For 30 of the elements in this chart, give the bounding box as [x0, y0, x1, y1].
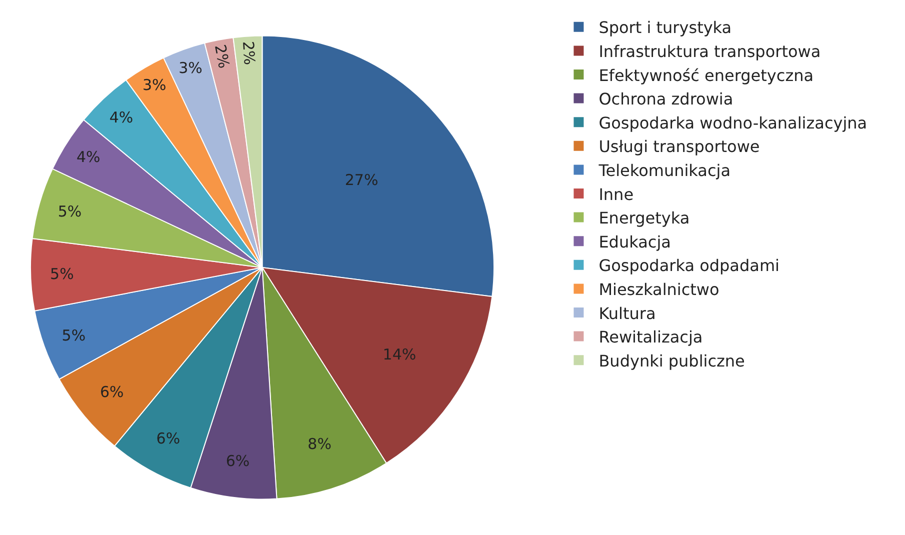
legend-label: Energetyka: [598, 208, 690, 228]
data-label: 5%: [62, 326, 86, 344]
legend-label: Gospodarka wodno-kanalizacyjna: [598, 113, 868, 132]
legend-label: Rewitalizacja: [598, 328, 703, 347]
legend-label: Inne: [598, 184, 634, 204]
data-label: 6%: [226, 452, 250, 470]
data-label: 3%: [142, 76, 166, 94]
data-label: 6%: [100, 382, 124, 401]
legend-label: Ochrona zdrowia: [598, 90, 734, 109]
legend-label: Usługi transportowe: [598, 137, 760, 156]
data-label: 5%: [50, 264, 74, 283]
legend-label: Gospodarka odpadami: [598, 256, 780, 276]
legend-label: Sport i turystyka: [598, 18, 732, 38]
legend-label: Kultura: [598, 304, 656, 323]
legend-label: Edukacja: [598, 232, 671, 252]
data-label: 4%: [76, 148, 100, 166]
legend-label: Efektywność energetyczna: [598, 66, 814, 85]
legend-label: Mieszkalnictwo: [598, 280, 720, 299]
data-label: 5%: [58, 202, 82, 221]
data-label: 6%: [156, 430, 180, 448]
data-label: 2%: [239, 40, 258, 66]
data-label: 4%: [109, 108, 134, 126]
legend-label: Infrastruktura transportowa: [598, 42, 821, 61]
data-label: 27%: [344, 170, 378, 189]
data-label: 14%: [382, 346, 416, 364]
data-label: 2%: [210, 43, 234, 70]
legend-label: Budynki publiczne: [598, 351, 745, 370]
legend-label: Telekomunikacja: [598, 160, 731, 180]
data-label: 8%: [308, 435, 332, 454]
data-label: 3%: [178, 59, 202, 78]
